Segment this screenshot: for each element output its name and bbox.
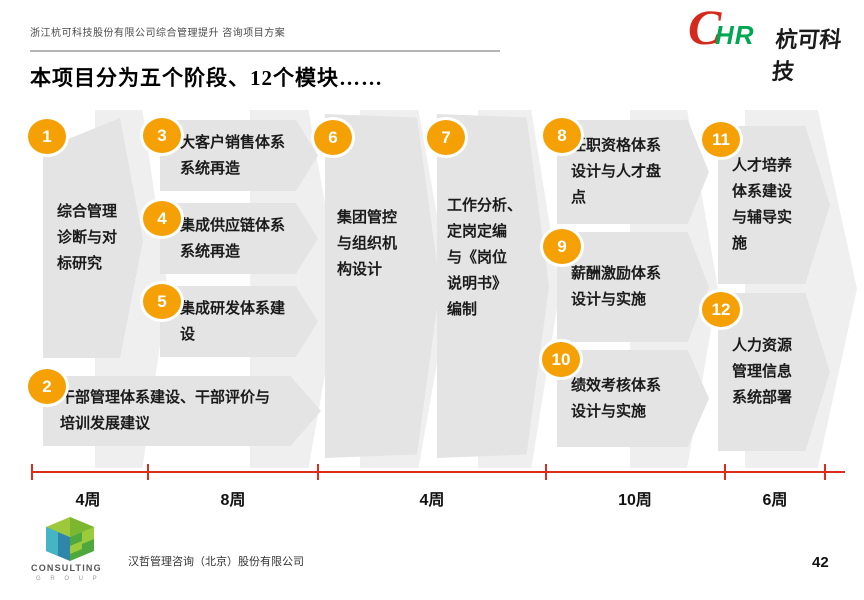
module-arrow-3: 大客户销售体系 系统再造 [160, 120, 318, 191]
module-number-badge-2: 2 [25, 366, 69, 407]
timeline-tick [31, 464, 33, 480]
timeline-duration-label: 8周 [220, 492, 246, 509]
timeline-tick [147, 464, 149, 480]
module-arrow-1: 综合管理 诊断与对 标研究 [43, 118, 143, 358]
module-label-1: 综合管理 诊断与对 标研究 [57, 203, 118, 272]
module-number-badge-1: 1 [25, 116, 69, 157]
module-number-badge-3: 3 [140, 115, 184, 156]
timeline-tick [824, 464, 826, 480]
timeline-duration-label: 4周 [419, 492, 445, 509]
page-title: 本项目分为五个阶段、12个模块…… [30, 66, 383, 90]
module-number-badge-12: 12 [699, 289, 743, 330]
module-label-7: 工作分析、 定岗定编 与《岗位 说明书》 编制 [447, 197, 523, 318]
module-number-badge-9: 9 [540, 226, 584, 267]
timeline-tick [317, 464, 319, 480]
module-number-badge-10: 10 [539, 339, 583, 380]
module-arrow-10: 绩效考核体系 设计与实施 [557, 350, 709, 447]
module-number-badge-5: 5 [140, 281, 184, 322]
header-project-title: 浙江杭可科技股份有限公司综合管理提升 咨询项目方案 [30, 28, 286, 39]
module-label-9: 薪酬激励体系 设计与实施 [571, 265, 662, 308]
module-label-2: 干部管理体系建设、干部评价与 培训发展建议 [60, 389, 271, 432]
module-number-badge-8: 8 [540, 115, 584, 156]
timeline-axis [31, 471, 845, 473]
company-logo: C HR 杭可科技 [688, 0, 858, 84]
timeline-tick [545, 464, 547, 480]
module-label-6: 集团管控 与组织机 构设计 [337, 209, 398, 278]
module-label-10: 绩效考核体系 设计与实施 [571, 376, 662, 420]
module-number-badge-11: 11 [699, 119, 743, 160]
module-label-4: 集成供应链体系 系统再造 [180, 216, 286, 260]
module-arrow-4: 集成供应链体系 系统再造 [160, 203, 318, 274]
page-number: 42 [812, 554, 829, 571]
header-divider [30, 50, 500, 52]
module-label-5: 集成研发体系建 设 [180, 299, 286, 343]
timeline-duration-label: 6周 [762, 492, 788, 509]
module-number-badge-4: 4 [140, 198, 184, 239]
consulting-group-cube-icon [46, 517, 94, 561]
module-arrow-5: 集成研发体系建 设 [160, 286, 318, 357]
module-label-3: 大客户销售体系 系统再造 [180, 133, 286, 177]
timeline-tick [724, 464, 726, 480]
module-number-badge-7: 7 [424, 117, 468, 158]
module-number-badge-6: 6 [311, 117, 355, 158]
footer-company-name: 汉哲管理咨询（北京）股份有限公司 [128, 556, 304, 568]
module-arrow-6: 集团管控 与组织机 构设计 [325, 114, 440, 458]
module-label-12: 人力资源 管理信息 系统部署 [732, 337, 793, 406]
module-label-11: 人才培养 体系建设 与辅导实 施 [732, 157, 793, 252]
group-logo-text: G R O U P [36, 576, 101, 582]
timeline-duration-label: 4周 [75, 492, 101, 509]
timeline-duration-label: 10周 [618, 492, 652, 509]
module-arrow-7: 工作分析、 定岗定编 与《岗位 说明书》 编制 [437, 114, 549, 458]
logo-hr-text: HR [715, 20, 755, 50]
consulting-logo-text: CONSULTING [31, 563, 102, 573]
logo-company-name: 杭可科技 [770, 27, 843, 84]
module-arrow-2: 干部管理体系建设、干部评价与 培训发展建议 [43, 376, 321, 446]
module-label-8: 任职资格体系 设计与人才盘 点 [571, 137, 662, 206]
logo-c-swoosh-icon: C [688, 0, 722, 55]
